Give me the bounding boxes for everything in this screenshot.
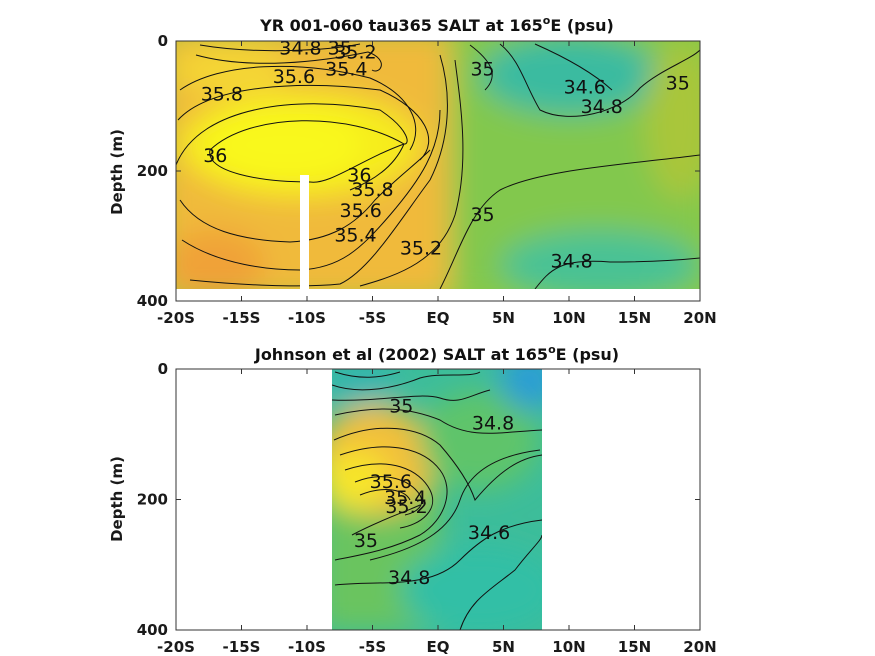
top-salinity-field (176, 41, 700, 289)
contour-label: 35.2 (400, 238, 442, 260)
top-x-axis: -20S -15S -10S -5S EQ 5N 10N 15N 20N (157, 41, 717, 327)
top-y-axis: 0 200 400 (137, 32, 700, 310)
top-panel: YR 001-060 tau365 SALT at 165oE (psu) (108, 14, 717, 327)
bottom-x-axis: -20S -15S -10S -5S EQ 5N 10N 15N 20N (157, 369, 717, 656)
x-tick-label: 10N (552, 309, 585, 327)
contour-label: 34.6 (468, 522, 510, 544)
x-tick-label: 10N (552, 638, 585, 656)
bottom-y-axis-label: Depth (m) (108, 456, 126, 542)
x-tick-label: -10S (288, 638, 326, 656)
x-tick-label: -15S (223, 638, 261, 656)
x-tick-label: EQ (427, 638, 450, 656)
x-tick-label: -20S (157, 309, 195, 327)
contour-label: 35 (328, 38, 352, 60)
x-tick-label: 20N (683, 638, 716, 656)
contour-label: 35.4 (325, 58, 367, 80)
x-tick-label: -5S (359, 638, 386, 656)
x-tick-label: 15N (618, 309, 651, 327)
contour-label: 35.2 (385, 496, 427, 518)
contour-label: 35.6 (273, 66, 315, 88)
contour-label: 36 (203, 145, 227, 167)
contour-label: 35.6 (370, 471, 412, 493)
contour-label: 34.8 (581, 96, 623, 118)
x-tick-label: -5S (359, 309, 386, 327)
contour-label: 36 (347, 164, 371, 186)
top-missing-data-column (300, 175, 309, 289)
x-tick-label: -15S (223, 309, 261, 327)
y-tick-label: 0 (158, 32, 168, 50)
contour-label: 35.4 (334, 225, 376, 247)
y-tick-label: 400 (137, 621, 168, 639)
contour-label: 35 (389, 396, 413, 418)
contour-label: 34.8 (279, 38, 321, 60)
x-tick-label: -10S (288, 309, 326, 327)
top-contour-labels: 34.8 3535.235.435.635.8363635.835.635.435… (201, 38, 690, 273)
x-tick-label: -20S (157, 638, 195, 656)
y-tick-label: 400 (137, 292, 168, 310)
contour-label: 35 (470, 58, 494, 80)
top-panel-title: YR 001-060 tau365 SALT at 165oE (psu) (259, 14, 614, 35)
bottom-panel-title: Johnson et al (2002) SALT at 165oE (psu) (254, 343, 619, 364)
contour-label: 35 (470, 204, 494, 226)
y-tick-label: 0 (158, 360, 168, 378)
contour-label: 35.8 (351, 179, 393, 201)
x-tick-label: 5N (492, 638, 515, 656)
contour-label: 34.8 (388, 567, 430, 589)
contour-label: 35.6 (340, 200, 382, 222)
y-tick-label: 200 (137, 162, 168, 180)
contour-label: 35.4 (384, 487, 426, 509)
x-tick-label: EQ (427, 309, 450, 327)
bottom-salinity-field (332, 369, 542, 630)
y-tick-label: 200 (137, 491, 168, 509)
contour-label: 35 (666, 73, 690, 95)
contour-label: 34.8 (550, 251, 592, 273)
contour-label: 35.2 (334, 41, 376, 63)
x-tick-label: 5N (492, 309, 515, 327)
contour-label: 34.8 (472, 413, 514, 435)
bottom-y-axis: 0 200 400 (137, 360, 700, 639)
contour-label: 35 (354, 530, 378, 552)
contour-label: 35.8 (201, 84, 243, 106)
top-y-axis-label: Depth (m) (108, 129, 126, 215)
x-tick-label: 20N (683, 309, 716, 327)
bottom-contour-labels: 35 34.8 35.635.435.2 35 34.6 34.8 (354, 396, 514, 590)
contour-label: 34.6 (564, 77, 606, 99)
bottom-panel: Johnson et al (2002) SALT at 165oE (psu) (108, 343, 717, 656)
x-tick-label: 15N (618, 638, 651, 656)
